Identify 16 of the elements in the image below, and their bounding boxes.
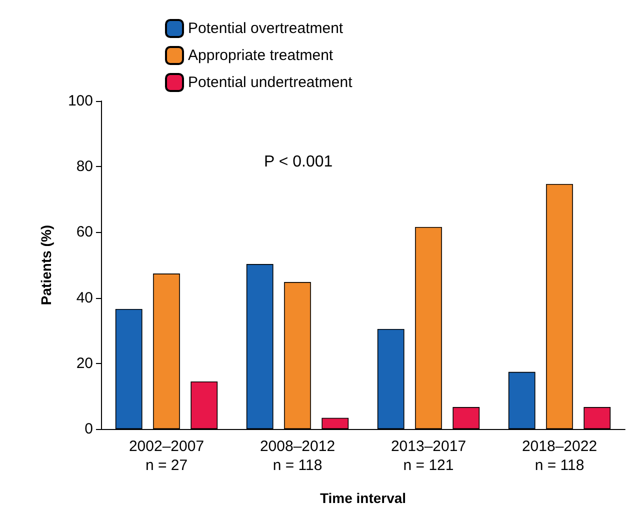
x-axis-title: Time interval <box>320 490 406 506</box>
x-tick-label: 2002–2007 n = 27 <box>128 438 204 474</box>
y-tick-label: 40 <box>76 289 93 306</box>
x-tick-label: 2008–2012 n = 118 <box>260 438 336 474</box>
y-tick-label: 100 <box>68 92 93 110</box>
annotation: P < 0.001 <box>264 154 333 170</box>
y-tick-label: 60 <box>76 224 93 241</box>
legend-label: Appropriate treatment <box>188 47 334 64</box>
legend-label: Potential undertreatment <box>188 74 354 91</box>
x-tick-label: 2018–2022 n = 118 <box>522 438 598 474</box>
y-tick-label: 80 <box>76 158 93 176</box>
y-tick-label: 0 <box>84 420 93 438</box>
x-tick-label: 2013–2017 n = 121 <box>390 438 466 474</box>
legend-label: Potential overtreatment <box>188 20 344 37</box>
y-tick-label: 20 <box>76 354 93 372</box>
y-axis-title: Patients (%) <box>38 224 54 306</box>
